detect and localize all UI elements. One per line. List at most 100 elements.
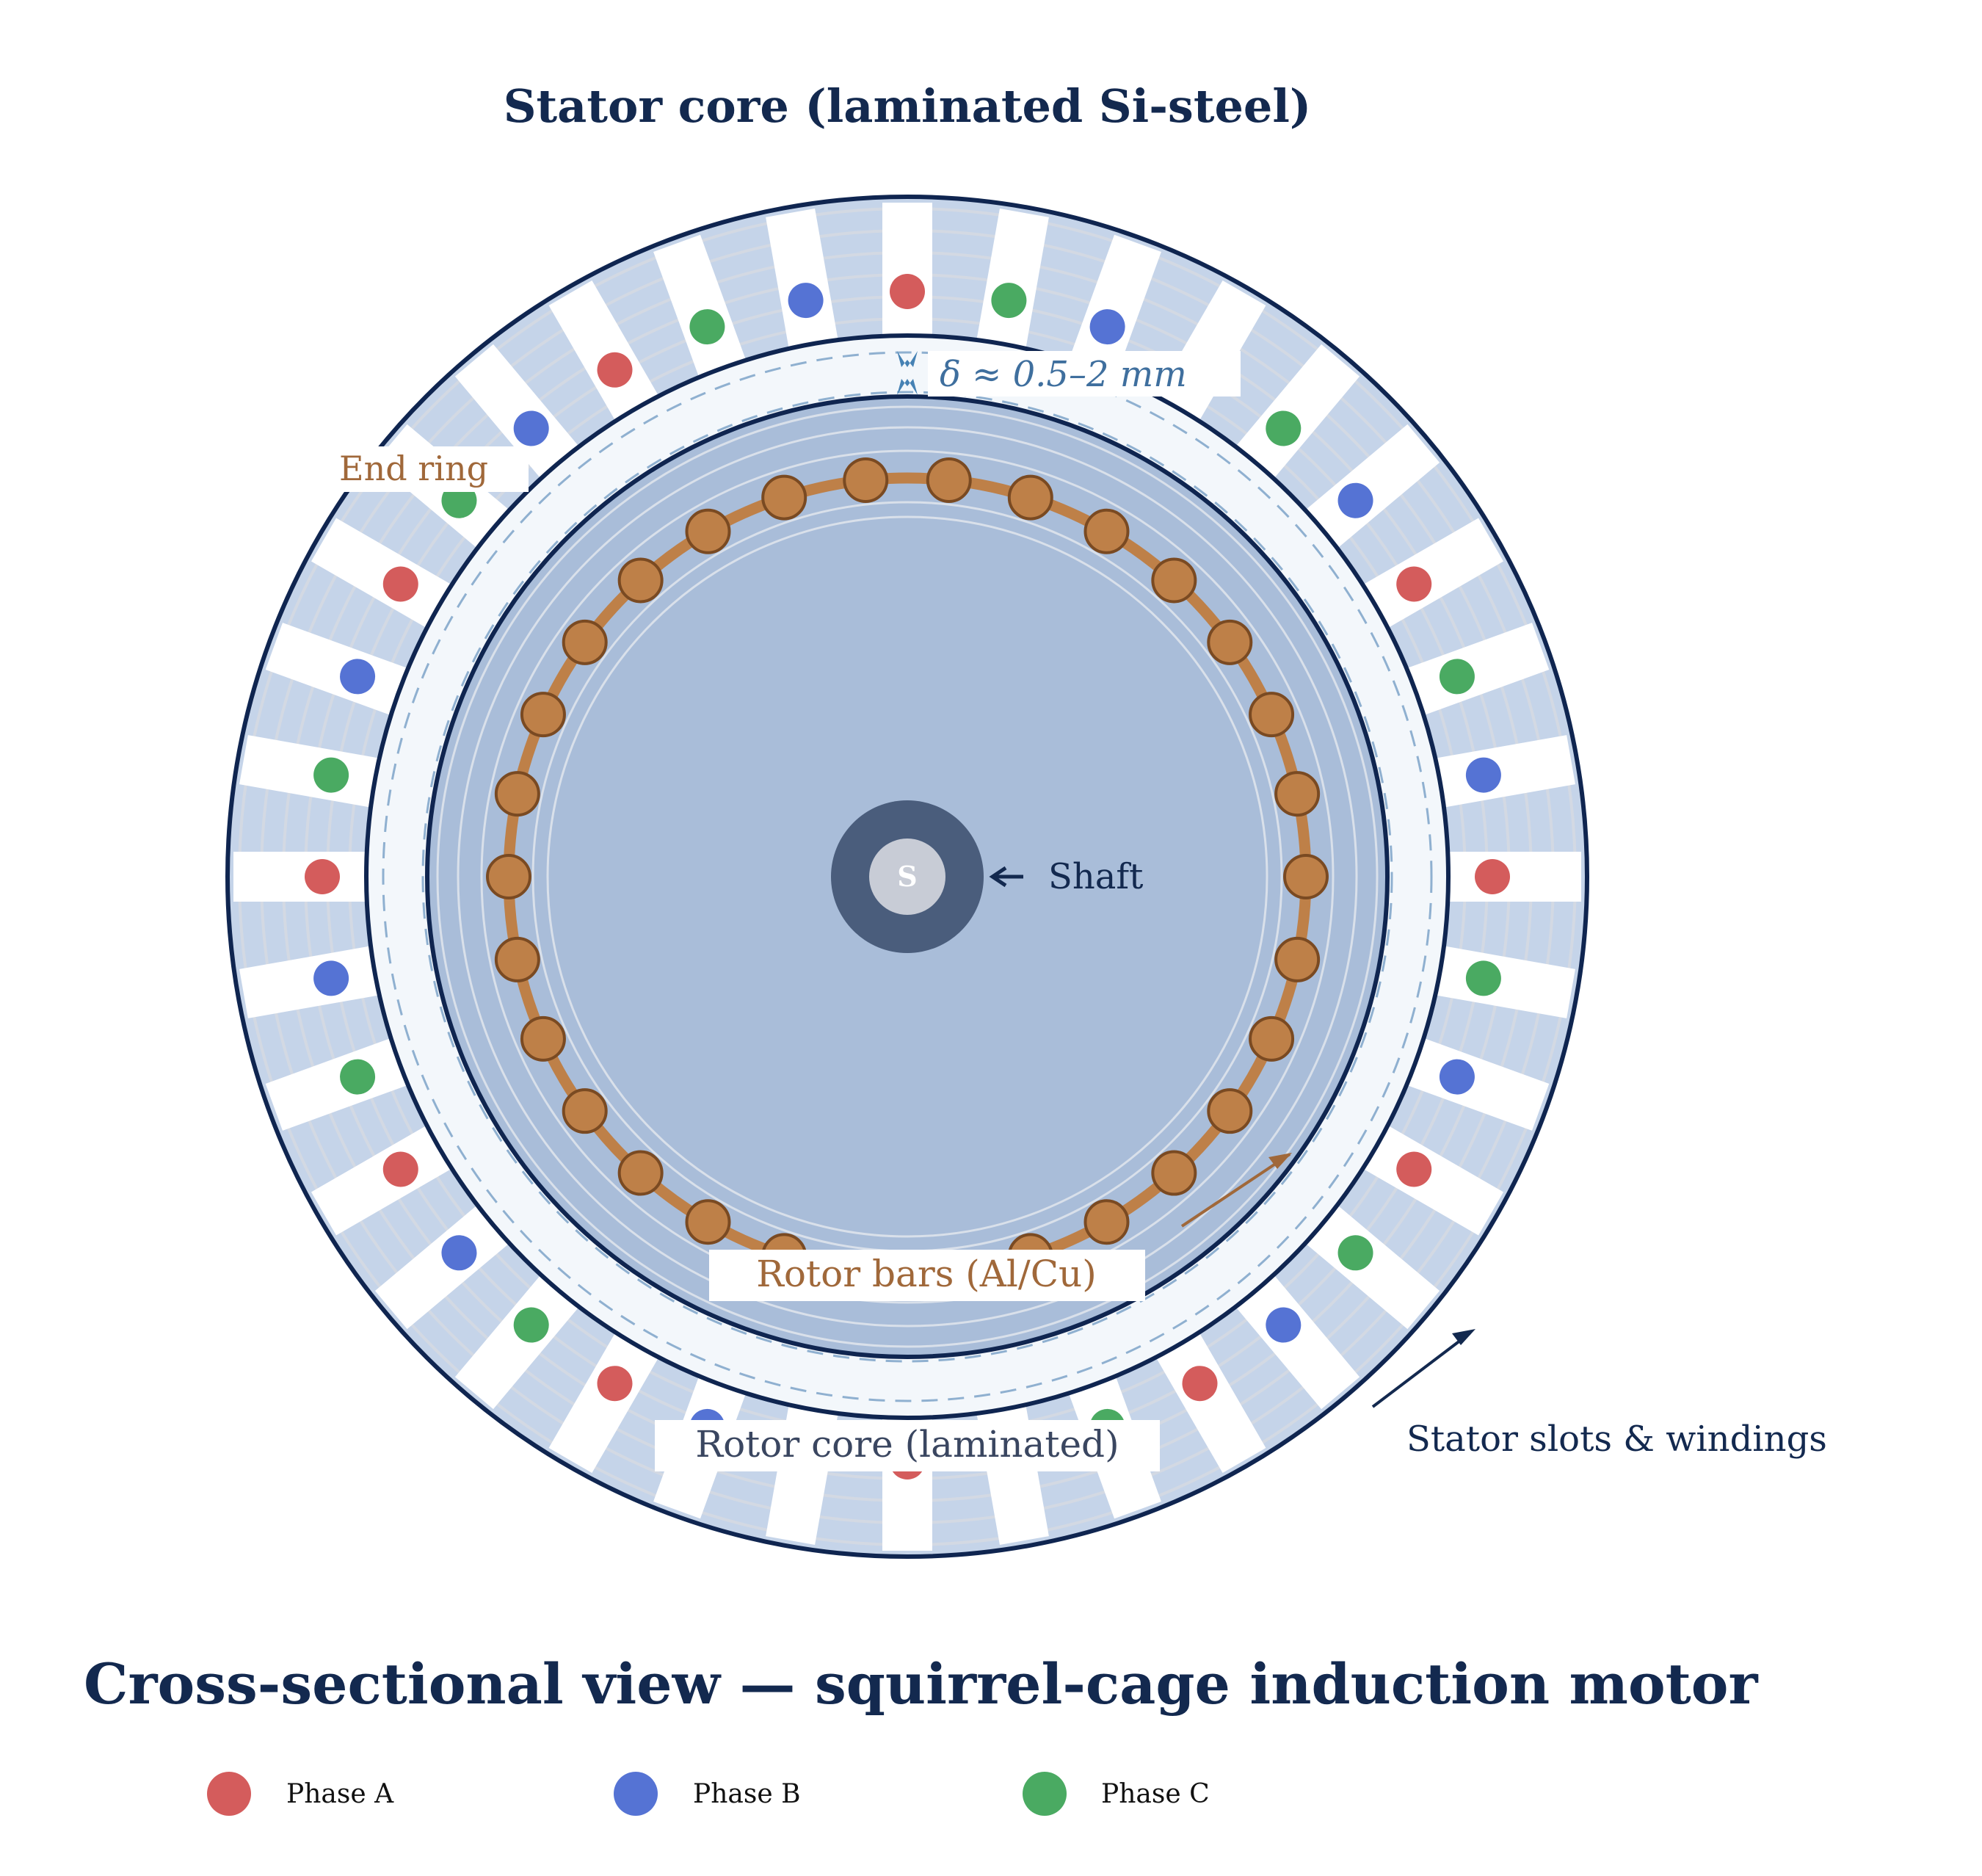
- rotor-bar: [1083, 508, 1130, 554]
- slot-opening: [548, 280, 662, 427]
- bottom-title: Cross-sectional view — squirrel-cage ind…: [84, 1651, 1758, 1717]
- rotor-bars-label: Rotor bars (Al/Cu): [756, 1253, 1096, 1295]
- rotor-bar: [1007, 474, 1053, 521]
- stator-slot: [975, 209, 1049, 355]
- rotor-bar: [494, 936, 540, 982]
- stator-outer-outline: [225, 195, 1589, 1559]
- slot-opening: [1067, 234, 1161, 383]
- rotor-bar: [761, 474, 807, 521]
- slot-opening: [1401, 1036, 1550, 1131]
- legend-swatch-phase-c: [1023, 1772, 1067, 1816]
- winding-conductor-phase-b: [313, 960, 349, 996]
- slot-opening: [311, 1122, 457, 1236]
- legend-label-phase-a: Phase A: [286, 1779, 394, 1809]
- slot-opening: [1231, 1270, 1360, 1410]
- rotor-bar: [1274, 936, 1321, 982]
- stator-slot: [233, 852, 373, 902]
- stator-slot: [1152, 1327, 1266, 1474]
- stator-slot: [1442, 852, 1581, 902]
- stator-slots-label: Stator slots & windings: [1406, 1419, 1827, 1460]
- stator-slot: [1401, 623, 1550, 717]
- rotor-bar: [562, 1088, 608, 1134]
- winding-conductor-phase-a: [597, 1366, 633, 1402]
- winding-conductor-phase-b: [513, 410, 549, 446]
- rotor-bar: [520, 692, 566, 738]
- winding-conductor-phase-b: [441, 1235, 477, 1271]
- stator-slot: [548, 280, 662, 427]
- rotor-bar: [843, 457, 889, 503]
- air-gap-arrow-icon: [897, 351, 918, 395]
- air-gap-label: δ ≈ 0.5–2 mm: [940, 354, 1187, 395]
- rotor-lamination-ring: [480, 449, 1335, 1304]
- rotor-core-label-box: [655, 1420, 1160, 1471]
- rotor-lamination-ring: [436, 405, 1379, 1348]
- slot-opening: [766, 209, 840, 355]
- rotor-bar: [1151, 1150, 1197, 1196]
- shaft-center: [869, 839, 945, 915]
- winding-conductor-phase-a: [597, 352, 633, 388]
- slot-opening: [1231, 344, 1360, 484]
- rotor-core-label: Rotor core (laminated): [695, 1423, 1119, 1466]
- stator-slot: [1231, 344, 1360, 484]
- slot-opening: [374, 1200, 515, 1330]
- rotor-bar: [494, 771, 540, 817]
- air-gap-label-box: [928, 351, 1241, 396]
- winding-conductor-phase-b: [340, 659, 376, 695]
- rotor-bar: [617, 557, 664, 604]
- stator-slots-arrowhead-icon: [1452, 1329, 1475, 1345]
- legend-label-phase-b: Phase B: [693, 1779, 801, 1809]
- rotor-bar: [685, 1199, 731, 1245]
- winding-conductor-phase-a: [1396, 566, 1432, 602]
- slot-opening: [265, 623, 414, 717]
- winding-conductor-phase-c: [1337, 1235, 1373, 1271]
- stator-slot: [239, 944, 385, 1018]
- stator-slot: [1300, 424, 1440, 553]
- stator-slot: [766, 209, 840, 355]
- stator-slot: [1300, 1200, 1440, 1330]
- slot-opening: [265, 1036, 414, 1131]
- slot-opening: [1401, 623, 1550, 717]
- stator-slots-arrow-icon: [1371, 1332, 1471, 1408]
- slot-opening: [1152, 1327, 1266, 1474]
- slot-opening: [548, 1327, 662, 1474]
- shaft-arrow-icon: [989, 866, 1023, 888]
- stator-slot: [1231, 1270, 1360, 1410]
- legend-swatch-phase-b: [614, 1772, 658, 1816]
- stator-slot: [311, 518, 457, 631]
- winding-conductor-phase-a: [305, 859, 340, 894]
- stator-slot: [1357, 518, 1504, 631]
- slot-opening: [454, 344, 584, 484]
- rotor-bar: [1274, 771, 1321, 817]
- stator-slot: [1357, 1122, 1504, 1236]
- rotor-bar: [562, 619, 608, 665]
- slot-opening: [1442, 852, 1581, 902]
- stator-slot: [239, 735, 385, 809]
- stator-slot: [454, 1270, 584, 1410]
- rotor-bars-arrow-icon: [1180, 1153, 1291, 1228]
- rotor-bar: [1207, 619, 1253, 665]
- rotor-bars-arrowhead-icon: [1268, 1153, 1292, 1169]
- end-ring-outer-dashed: [382, 351, 1433, 1402]
- end-ring-label: End ring: [339, 449, 488, 488]
- rotor-bar: [1249, 692, 1295, 738]
- rotor-bar: [617, 1150, 664, 1196]
- rotor-bar: [1151, 557, 1197, 604]
- stator-slot: [265, 1036, 414, 1131]
- shaft-label: Shaft: [1048, 856, 1143, 897]
- rotor-bar: [1083, 1199, 1130, 1245]
- winding-conductor-phase-c: [313, 757, 349, 793]
- slot-opening: [239, 944, 385, 1018]
- stator-slot: [374, 1200, 515, 1330]
- rotor-bar: [1283, 854, 1329, 899]
- winding-conductor-phase-a: [1182, 1366, 1218, 1402]
- winding-conductor-phase-b: [1266, 1307, 1302, 1343]
- slot-opening: [311, 518, 457, 631]
- stator-slot: [548, 1327, 662, 1474]
- slot-opening: [233, 852, 373, 902]
- stator-slot: [1067, 234, 1161, 383]
- end-ring-label-box: [332, 446, 529, 492]
- rotor-bar: [1207, 1088, 1253, 1134]
- winding-conductor-phase-c: [513, 1307, 549, 1343]
- winding-conductor-phase-c: [689, 309, 725, 345]
